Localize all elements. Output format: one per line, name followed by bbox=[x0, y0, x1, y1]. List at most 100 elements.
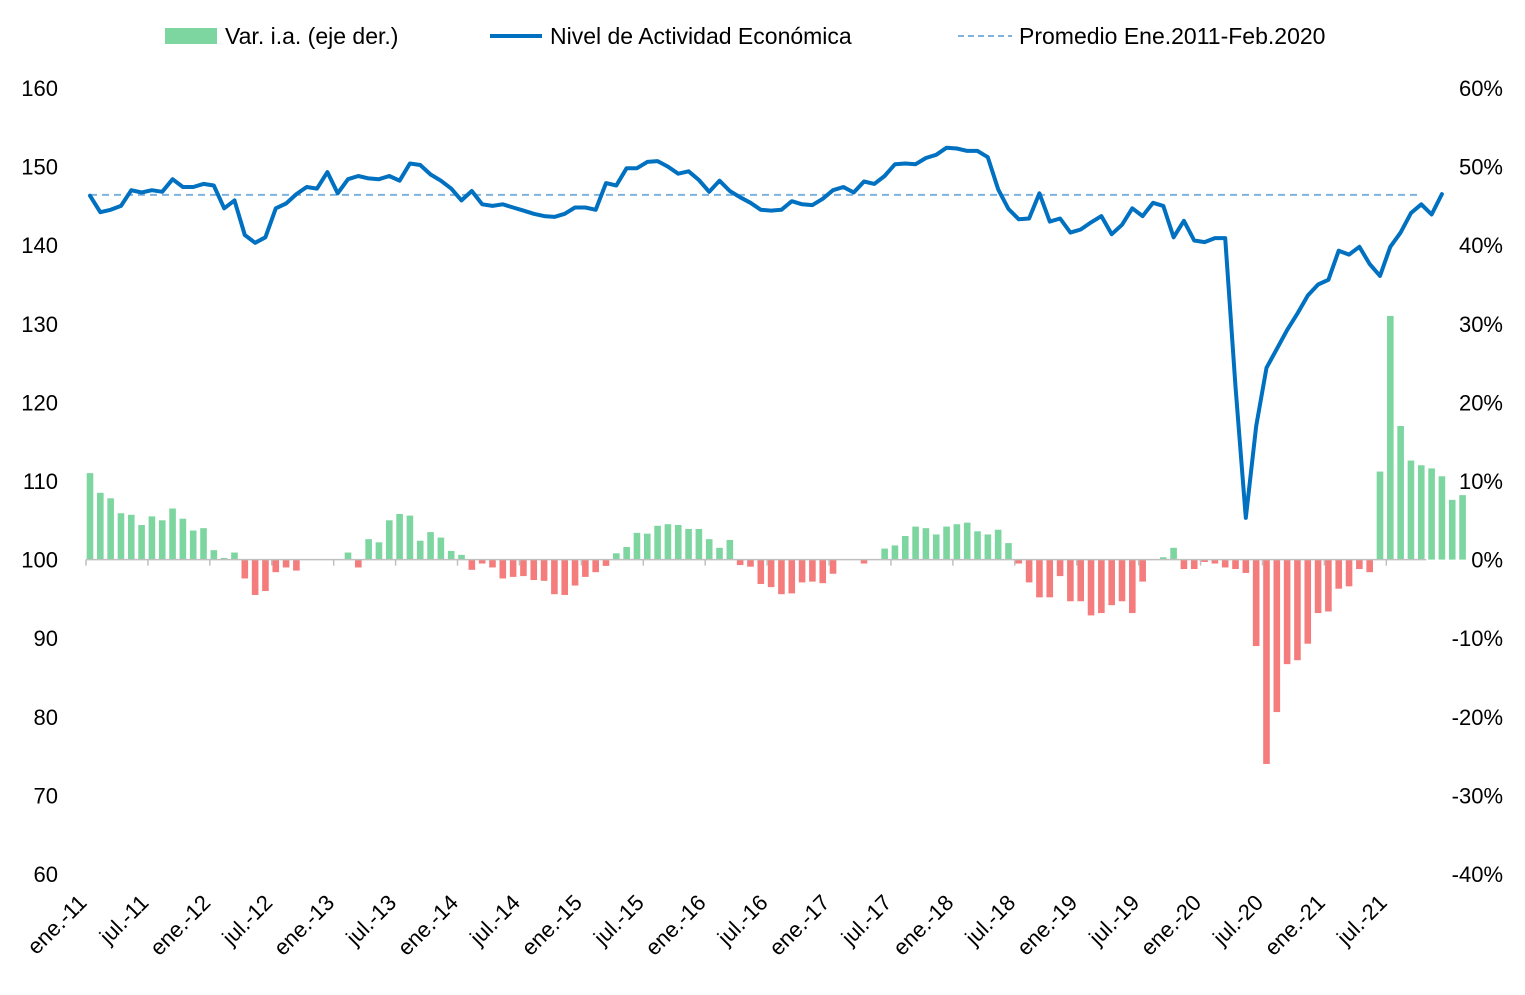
yoy-bar bbox=[623, 547, 630, 560]
yoy-bar bbox=[1170, 547, 1177, 560]
right-tick-label: 40% bbox=[1459, 233, 1503, 258]
yoy-bar bbox=[220, 558, 228, 560]
yoy-bar bbox=[1325, 559, 1332, 612]
yoy-bar bbox=[127, 514, 135, 560]
yoy-bar bbox=[396, 514, 403, 560]
x-tick-label: ene.-19 bbox=[1012, 890, 1082, 960]
yoy-bar bbox=[1397, 425, 1404, 560]
right-tick-label: 0% bbox=[1471, 548, 1503, 573]
x-tick-label: jul.-14 bbox=[464, 890, 525, 951]
yoy-bar bbox=[86, 473, 94, 560]
legend-average-label: Promedio Ene.2011-Feb.2020 bbox=[1019, 23, 1325, 49]
yoy-bar bbox=[674, 525, 682, 560]
yoy-bar bbox=[1387, 315, 1394, 560]
yoy-bar bbox=[943, 526, 950, 560]
yoy-bar bbox=[571, 559, 579, 586]
yoy-bar bbox=[788, 559, 796, 594]
x-tick-label: jul.-12 bbox=[217, 890, 278, 951]
right-tick-label: -20% bbox=[1452, 705, 1503, 730]
yoy-bar bbox=[1098, 559, 1105, 614]
left-tick-label: 100 bbox=[21, 548, 58, 573]
yoy-bar bbox=[509, 559, 517, 577]
yoy-bar bbox=[520, 559, 527, 577]
yoy-bar bbox=[458, 554, 465, 560]
yoy-bar bbox=[1108, 559, 1115, 606]
yoy-bar bbox=[282, 559, 290, 568]
yoy-bar bbox=[1428, 468, 1435, 560]
yoy-bar bbox=[210, 550, 218, 560]
yoy-bar bbox=[685, 528, 692, 560]
yoy-bar bbox=[189, 530, 197, 560]
yoy-bar bbox=[860, 559, 868, 564]
yoy-bar bbox=[1407, 460, 1415, 560]
yoy-bar bbox=[530, 559, 538, 581]
left-tick-label: 140 bbox=[21, 233, 58, 258]
yoy-bar bbox=[138, 525, 145, 560]
right-tick-label: -40% bbox=[1452, 862, 1503, 887]
right-tick-label: -10% bbox=[1452, 626, 1503, 651]
left-axis: 60 70 80 90 100 110 120 130 140 150 160 bbox=[21, 76, 58, 887]
yoy-bar bbox=[891, 545, 899, 560]
yoy-bar bbox=[654, 525, 661, 560]
x-tick-label: jul.-15 bbox=[588, 890, 649, 951]
yoy-bar bbox=[613, 553, 620, 560]
x-tick-label: jul.-19 bbox=[1083, 890, 1144, 951]
yoy-bar bbox=[1139, 559, 1146, 582]
yoy-bar bbox=[901, 536, 909, 560]
yoy-bar bbox=[1221, 559, 1229, 568]
x-tick-label: ene.-11 bbox=[22, 890, 91, 959]
yoy-bar bbox=[767, 559, 775, 588]
right-tick-label: -30% bbox=[1452, 783, 1503, 808]
yoy-bar bbox=[1077, 559, 1085, 602]
yoy-bar bbox=[726, 539, 734, 560]
yoy-bar bbox=[293, 559, 300, 571]
left-tick-label: 110 bbox=[23, 469, 58, 494]
right-tick-label: 30% bbox=[1459, 312, 1503, 337]
yoy-bar bbox=[1201, 559, 1208, 562]
yoy-bar bbox=[1356, 559, 1363, 570]
yoy-bar bbox=[705, 539, 713, 560]
yoy-bar bbox=[478, 559, 486, 564]
yoy-bar bbox=[1159, 557, 1167, 560]
yoy-bar bbox=[994, 529, 1002, 560]
yoy-bars bbox=[86, 315, 1466, 764]
yoy-bar bbox=[1376, 471, 1384, 560]
x-tick-label: jul.-18 bbox=[960, 890, 1021, 951]
yoy-bar bbox=[922, 528, 930, 560]
yoy-bar bbox=[798, 559, 806, 583]
yoy-bar bbox=[406, 515, 414, 560]
x-tick-label: jul.-17 bbox=[836, 890, 897, 951]
right-axis: -40% -30% -20% -10% 0% 10% 20% 30% 40% 50% 60% bbox=[1452, 76, 1503, 887]
yoy-bar bbox=[1005, 543, 1012, 560]
yoy-bar bbox=[1025, 559, 1033, 583]
x-tick-label: ene.-21 bbox=[1259, 890, 1329, 960]
x-tick-label: ene.-13 bbox=[269, 890, 339, 960]
yoy-bar bbox=[1273, 559, 1281, 713]
yoy-bar bbox=[1417, 465, 1425, 560]
x-tick-label: jul.-20 bbox=[1207, 890, 1268, 951]
yoy-bar bbox=[272, 559, 280, 573]
yoy-bar bbox=[695, 528, 703, 560]
x-tick-label: ene.-18 bbox=[888, 890, 958, 960]
yoy-bar bbox=[1036, 559, 1043, 598]
yoy-bar bbox=[262, 559, 269, 592]
yoy-bar bbox=[1015, 559, 1023, 564]
x-tick-label: ene.-15 bbox=[516, 890, 586, 960]
yoy-bar bbox=[592, 559, 599, 573]
yoy-bar bbox=[1294, 559, 1301, 661]
legend-line-label: Nivel de Actividad Económica bbox=[550, 23, 852, 49]
x-tick-label: ene.-17 bbox=[764, 890, 834, 960]
yoy-bar bbox=[819, 559, 827, 584]
yoy-bar bbox=[1046, 559, 1054, 598]
right-tick-label: 50% bbox=[1459, 155, 1503, 180]
x-tick-label: jul.-16 bbox=[712, 890, 773, 951]
left-tick-label: 90 bbox=[34, 626, 58, 651]
yoy-bar bbox=[1242, 559, 1250, 573]
x-tick-label: jul.-13 bbox=[340, 890, 401, 951]
x-tick-label: ene.-12 bbox=[145, 890, 215, 960]
yoy-bar bbox=[582, 559, 589, 577]
yoy-bar bbox=[984, 534, 992, 560]
left-tick-label: 70 bbox=[34, 783, 58, 808]
yoy-bar bbox=[1056, 559, 1064, 577]
